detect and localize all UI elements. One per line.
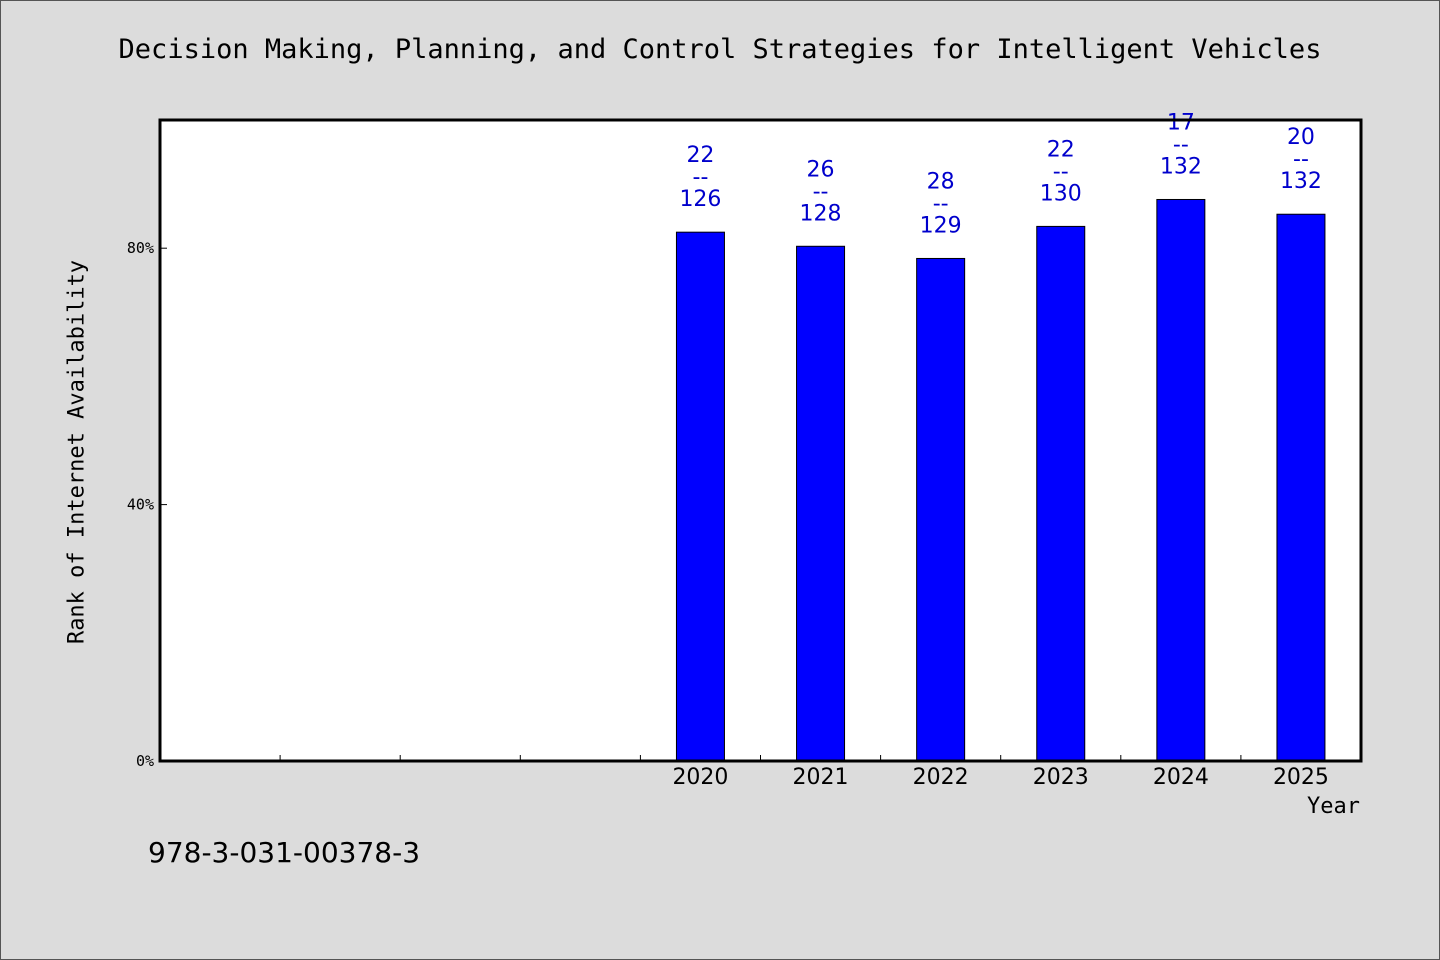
x-tick-label-2021: 2021 — [793, 765, 849, 790]
x-tick-label-2023: 2023 — [1033, 765, 1089, 790]
y-tick-label-0: 0% — [136, 752, 154, 770]
y-axis-label: Rank of Internet Availability — [64, 259, 90, 645]
bar-2021 — [796, 245, 846, 762]
bar-label-2025-sep: -- — [1293, 147, 1309, 172]
bar-2023 — [1036, 225, 1086, 762]
bar-label-2021-rank: 26 — [807, 157, 835, 182]
bar-label-2022-total: 129 — [920, 213, 962, 238]
y-tick-label-80: 80% — [127, 239, 154, 257]
bar-label-2023-rank: 22 — [1047, 137, 1075, 162]
plot-border — [158, 118, 1363, 763]
x-tick-label-2025: 2025 — [1273, 765, 1329, 790]
bar-label-2022-rank: 28 — [927, 169, 955, 194]
bar-label-2022-sep: -- — [933, 191, 949, 216]
x-tick-label-2020: 2020 — [672, 765, 728, 790]
chart-title: Decision Making, Planning, and Control S… — [118, 34, 1322, 65]
bar-label-2024-total: 132 — [1160, 154, 1202, 179]
bar-2020 — [675, 231, 725, 762]
bar-2024 — [1156, 198, 1206, 762]
x-tick-label-2024: 2024 — [1153, 765, 1209, 790]
bar-2025 — [1276, 213, 1326, 762]
bar-label-2020-rank: 22 — [686, 143, 714, 168]
bar-label-2024-sep: -- — [1173, 132, 1189, 157]
bar-label-2023-sep: -- — [1053, 159, 1069, 184]
bar-2022 — [916, 257, 966, 762]
bar-label-2024-rank: 17 — [1167, 110, 1195, 135]
x-tick-label-2022: 2022 — [913, 765, 969, 790]
bar-label-2020-sep: -- — [693, 165, 709, 190]
bar-label-2021-sep: -- — [813, 179, 829, 204]
bar-label-2020-total: 126 — [679, 187, 721, 212]
bar-label-2023-total: 130 — [1040, 181, 1082, 206]
x-axis-label: Year — [1307, 794, 1360, 819]
bar-label-2025-total: 132 — [1280, 169, 1322, 194]
bar-label-2025-rank: 20 — [1287, 125, 1315, 150]
bar-label-2021-total: 128 — [800, 201, 842, 226]
isbn-label: 978-3-031-00378-3 — [148, 836, 421, 869]
y-tick-label-40: 40% — [127, 496, 154, 514]
